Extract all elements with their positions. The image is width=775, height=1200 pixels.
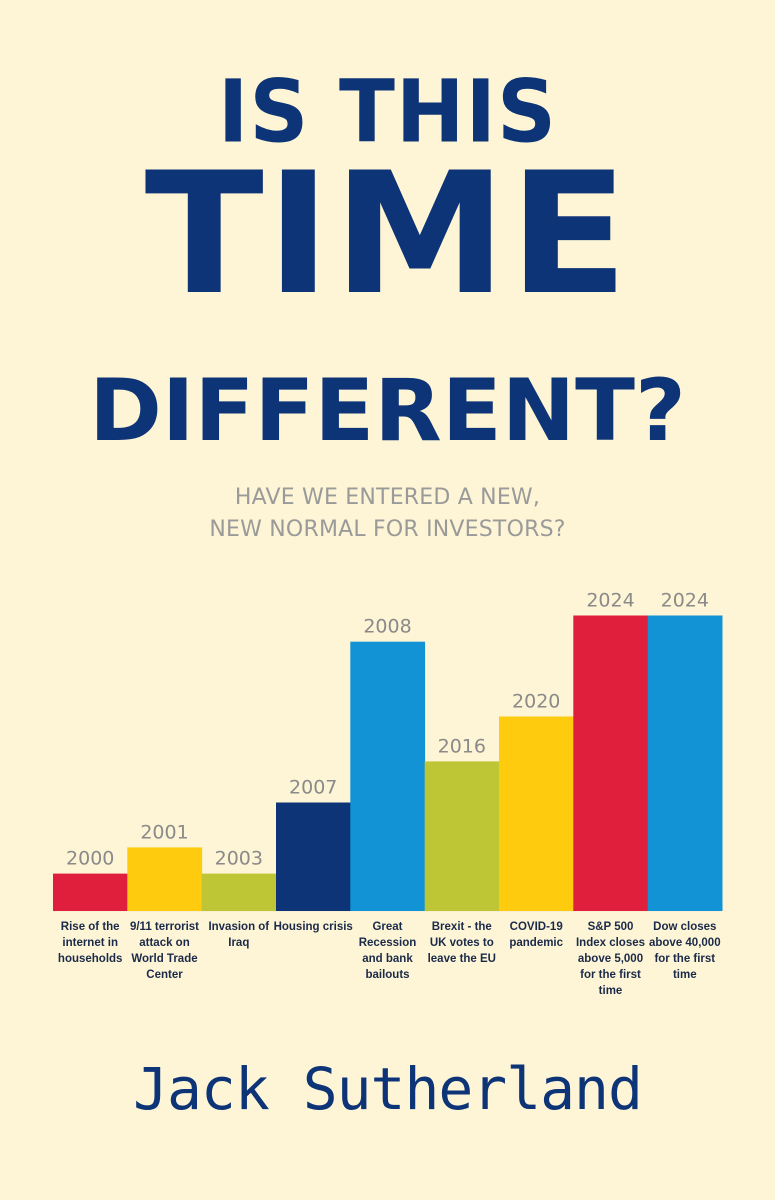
bar-event-label: Invasion of Iraq [208, 921, 269, 949]
bar-year-label: 2003 [215, 848, 263, 870]
bar-event-label-line: for the first [580, 969, 641, 981]
bar-event-label: COVID-19 pandemic [509, 921, 563, 949]
bar-2008 [350, 641, 426, 911]
bar-event-label: Rise of the internet in households [58, 921, 123, 965]
bar-year-label: 2024 [586, 590, 634, 612]
bar-event-label: S&P 500 Index closes above 5,000 for the fi… [576, 921, 645, 997]
bar-event-label-line: for the first [654, 953, 715, 965]
title-line-2: TIME [144, 136, 631, 332]
bar-event-label-line: 9/11 terrorist [130, 921, 199, 933]
title-line-1: IS THIS [217, 62, 558, 163]
bar-2000 [53, 873, 128, 911]
bar-event-label-line: Invasion of [208, 921, 269, 933]
bar-event-label-line: attack on [139, 937, 190, 949]
bar-year-label: 2007 [289, 777, 337, 799]
bar-event-label: Dow closes above 40,000 for the first time [649, 921, 721, 981]
bar-event-label-line: Recession [359, 937, 417, 949]
author-name: Jack Sutherland [133, 1055, 643, 1123]
bar-event-label-line: S&P 500 [588, 921, 634, 933]
bar-event-label-line: households [58, 953, 123, 965]
bar-event-label-line: bailouts [365, 969, 409, 981]
bar-2020 [499, 716, 574, 911]
bar-year-label: 2024 [661, 590, 709, 612]
bar-2003 [201, 873, 277, 911]
bar-event-label-line: and bank [362, 953, 413, 965]
bar-event-label: Great Recession and bank bailouts [359, 921, 417, 981]
bar-year-label: 2000 [66, 848, 114, 870]
bar-event-label-line: UK votes to [430, 937, 494, 949]
bar-event-label-line: COVID-19 [510, 921, 563, 933]
subtitle-line-2: NEW NORMAL FOR INVESTORS? [209, 517, 566, 542]
bar-event-label-line: Great [372, 921, 402, 933]
bar-2024 [573, 615, 649, 911]
bar-event-label-line: World Trade [131, 953, 197, 965]
bar-year-label: 2016 [438, 735, 486, 757]
bar-event-label-line: internet in [62, 937, 118, 949]
subtitle-line-1: HAVE WE ENTERED A NEW, [234, 485, 541, 510]
bar-event-label-line: above 40,000 [649, 937, 721, 949]
bar-2007 [276, 802, 351, 911]
bar-event-label-line: Iraq [228, 937, 249, 949]
bar-event-label-line: pandemic [509, 937, 563, 949]
bar-event-label-line: time [599, 985, 623, 997]
bar-event-label-line: Center [146, 969, 183, 981]
bar-2016 [424, 761, 500, 911]
bar-event-label-line: Index closes [576, 937, 645, 949]
bar-year-label: 2020 [512, 691, 560, 713]
bar-year-label: 2008 [363, 616, 411, 638]
bar-event-label-line: Brexit - the [432, 921, 492, 933]
bar-event-label-line: Dow closes [653, 921, 716, 933]
bar-2001 [127, 847, 203, 911]
bar-event-label-line: time [673, 969, 697, 981]
bar-event-label: Housing crisis [274, 921, 353, 933]
bar-year-label: 2001 [140, 821, 188, 843]
bar-event-label-line: leave the EU [428, 953, 496, 965]
bar-event-label: 9/11 terrorist attack on World Trade Center [130, 921, 199, 981]
bar-2024 [647, 615, 723, 911]
subtitle: HAVE WE ENTERED A NEW, NEW NORMAL FOR IN… [0, 482, 775, 546]
bar-event-label-line: Housing crisis [274, 921, 353, 933]
title-line-3: DIFFERENT? [89, 361, 686, 461]
bar-event-label: Brexit - the UK votes to leave the EU [428, 921, 496, 965]
bar-event-label-line: above 5,000 [578, 953, 643, 965]
bar-event-label-line: Rise of the [61, 921, 120, 933]
